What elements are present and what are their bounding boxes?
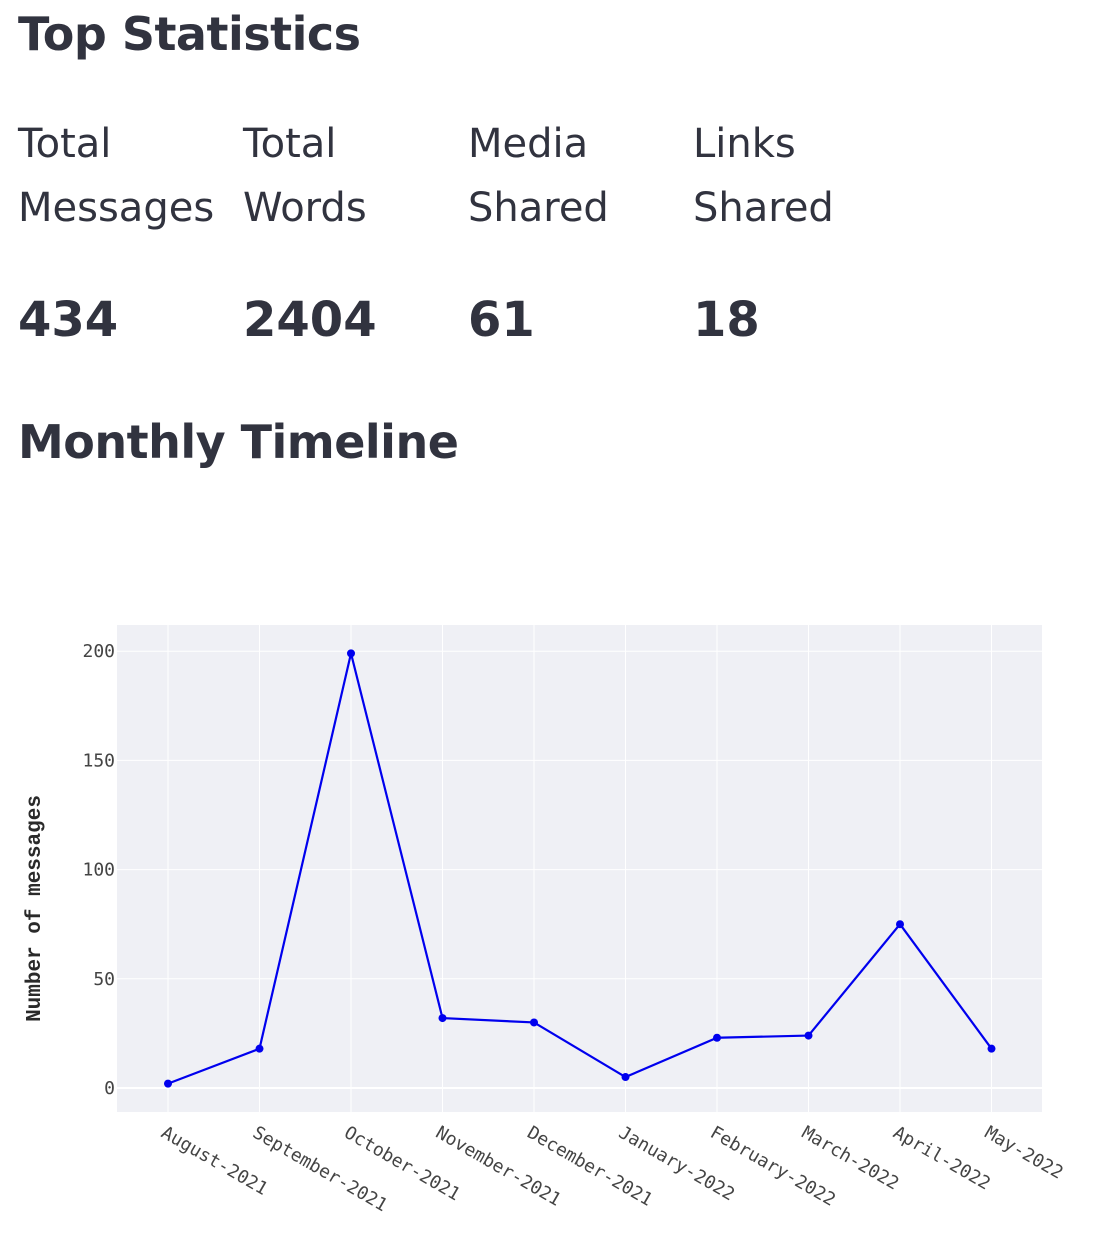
x-tick-label: May-2022 xyxy=(981,1122,1067,1184)
y-tick-labels: 0 50 100 150 200 xyxy=(82,641,115,1099)
stat-label: Total Messages xyxy=(18,121,215,231)
stat-value: 61 xyxy=(468,292,535,348)
monthly-timeline-chart: 0 50 100 150 200 August-2021 September-2021 Oc… xyxy=(0,540,1097,1246)
data-point xyxy=(164,1079,172,1088)
data-point xyxy=(896,920,904,929)
stat-media-shared: Media Shared 61 xyxy=(468,112,688,348)
data-point xyxy=(347,649,355,658)
data-point xyxy=(621,1073,630,1082)
stat-value: 2404 xyxy=(243,292,377,348)
y-tick-label: 100 xyxy=(82,860,115,881)
data-point xyxy=(987,1044,996,1053)
stats-row: Total Messages 434 Total Words 2404 Medi… xyxy=(18,112,918,362)
x-tick-label: April-2022 xyxy=(890,1122,994,1194)
y-tick-label: 150 xyxy=(82,750,115,771)
data-point xyxy=(530,1018,538,1027)
stat-value: 434 xyxy=(18,292,119,348)
x-tick-labels: August-2021September-2021October-2021Nov… xyxy=(158,1122,1067,1216)
stat-total-messages: Total Messages 434 xyxy=(18,112,238,348)
y-gridlines xyxy=(117,650,1042,1089)
data-point xyxy=(255,1044,264,1053)
monthly-timeline-title: Monthly Timeline xyxy=(18,415,459,469)
data-point xyxy=(713,1033,721,1042)
series-line xyxy=(167,653,993,1085)
data-point xyxy=(438,1014,447,1023)
stat-label: Links Shared xyxy=(693,121,834,231)
y-tick-label: 200 xyxy=(82,641,115,662)
data-point xyxy=(804,1031,813,1040)
stat-label: Media Shared xyxy=(468,121,609,231)
stat-value: 18 xyxy=(693,292,760,348)
y-tick-label: 0 xyxy=(104,1078,115,1099)
stat-links-shared: Links Shared 18 xyxy=(693,112,913,348)
plot-background xyxy=(117,625,1042,1112)
y-axis-title: Number of messages xyxy=(24,795,47,1022)
chart-svg: 0 50 100 150 200 August-2021September-2021Oc… xyxy=(24,625,1067,1216)
x-gridlines xyxy=(167,625,992,1112)
page-title: Top Statistics xyxy=(18,7,361,61)
stat-label: Total Words xyxy=(243,121,367,231)
stat-total-words: Total Words 2404 xyxy=(243,112,463,348)
y-tick-label: 50 xyxy=(93,969,115,990)
data-points xyxy=(164,649,996,1088)
